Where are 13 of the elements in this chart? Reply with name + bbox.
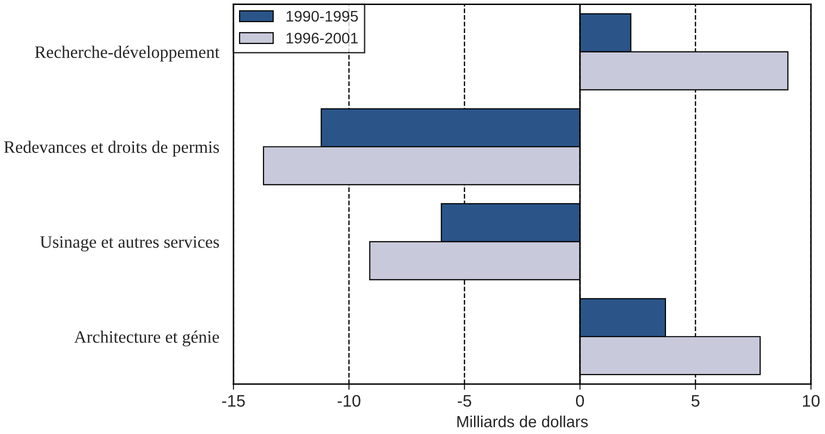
y-tick-label: Recherche-développement xyxy=(34,46,220,62)
legend-label: 1996-2001 xyxy=(286,32,358,44)
x-tick-label: 5 xyxy=(692,395,700,407)
x-tick-label: 10 xyxy=(802,394,820,407)
x-tick-label: -5 xyxy=(458,395,472,407)
y-tick-label: Usinage et autres services xyxy=(40,236,219,252)
x-tick-label: -15 xyxy=(222,395,245,407)
x-axis-title: Milliards de dollars xyxy=(457,416,588,428)
legend-label: 1990-1995 xyxy=(286,10,358,22)
x-tick-label: 0 xyxy=(576,394,584,407)
y-tick-label: Architecture et génie xyxy=(74,330,219,346)
x-tick-label: -10 xyxy=(338,394,360,407)
y-tick-label: Redevances et droits de permis xyxy=(4,140,219,156)
